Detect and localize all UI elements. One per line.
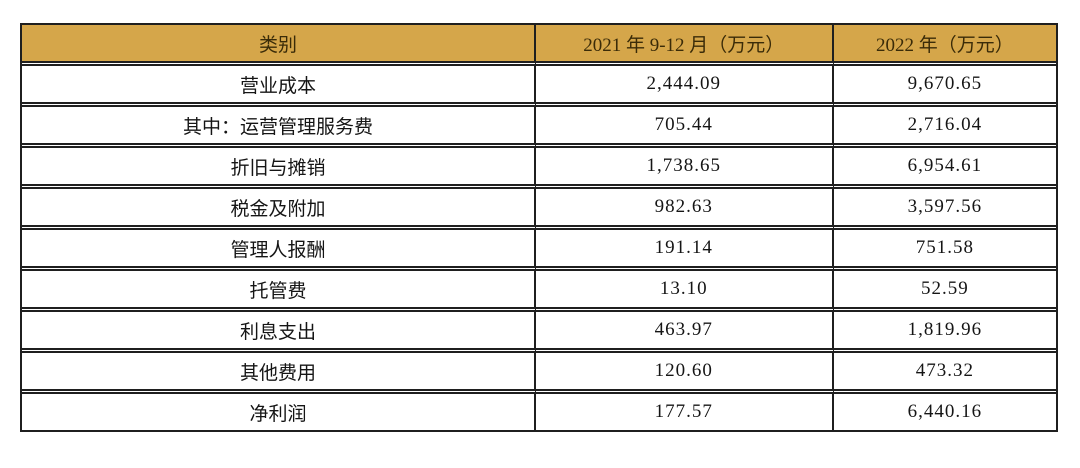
value-2022-cell: 52.59 (833, 271, 1056, 312)
row-label-cell: 折旧与摊销 (22, 148, 536, 189)
table-row: 利息支出 463.97 1,819.96 (22, 312, 1056, 353)
value-2022-cell: 3,597.56 (833, 189, 1056, 230)
column-header-2022: 2022 年（万元） (833, 25, 1056, 66)
table-row: 折旧与摊销 1,738.65 6,954.61 (22, 148, 1056, 189)
table-row: 管理人报酬 191.14 751.58 (22, 230, 1056, 271)
table-row: 税金及附加 982.63 3,597.56 (22, 189, 1056, 230)
value-2021-cell: 120.60 (535, 353, 834, 394)
value-2022-cell: 751.58 (833, 230, 1056, 271)
value-2022-cell: 2,716.04 (833, 107, 1056, 148)
table-row: 其他费用 120.60 473.32 (22, 353, 1056, 394)
row-label-cell: 托管费 (22, 271, 536, 312)
value-2022-cell: 473.32 (833, 353, 1056, 394)
value-2022-cell: 6,440.16 (907, 401, 983, 422)
table-row: 其中：运营管理服务费 705.44 2,716.04 (22, 107, 1056, 148)
table-header-row: 类别 2021 年 9-12 月（万元） 2022 年（万元） (22, 25, 1056, 66)
value-2021-cell: 705.44 (535, 107, 834, 148)
row-label-cell: 税金及附加 (22, 189, 536, 230)
row-label-cell: 其他费用 (22, 353, 536, 394)
value-2022-cell: 9,670.65 (833, 66, 1056, 107)
financial-table: 类别 2021 年 9-12 月（万元） 2022 年（万元） 营业成本 2,4… (20, 23, 1058, 432)
value-2021-cell: 191.14 (535, 230, 834, 271)
row-label-cell: 利息支出 (22, 312, 536, 353)
table-row: 托管费 13.10 52.59 (22, 271, 1056, 312)
table-row: 净利润 177.57 6,440.16 (22, 394, 1056, 430)
value-2021-cell: 1,738.65 (535, 148, 834, 189)
table-row: 营业成本 2,444.09 9,670.65 (22, 66, 1056, 107)
value-2021-cell: 982.63 (535, 189, 834, 230)
value-2022-cell: 1,819.96 (833, 312, 1056, 353)
value-2021-cell: 13.10 (535, 271, 834, 312)
row-label-cell: 营业成本 (22, 66, 536, 107)
column-header-category: 类别 (22, 25, 536, 66)
column-header-2021: 2021 年 9-12 月（万元） (535, 25, 834, 66)
row-label-cell: 其中：运营管理服务费 (22, 107, 536, 148)
row-label-cell: 净利润 (22, 394, 536, 430)
value-2021-cell: 463.97 (535, 312, 834, 353)
value-2021-cell: 2,444.09 (535, 66, 834, 107)
value-2021-cell: 177.57 (536, 394, 834, 430)
value-2022-cell: 6,954.61 (833, 148, 1056, 189)
row-label-cell: 管理人报酬 (22, 230, 536, 271)
